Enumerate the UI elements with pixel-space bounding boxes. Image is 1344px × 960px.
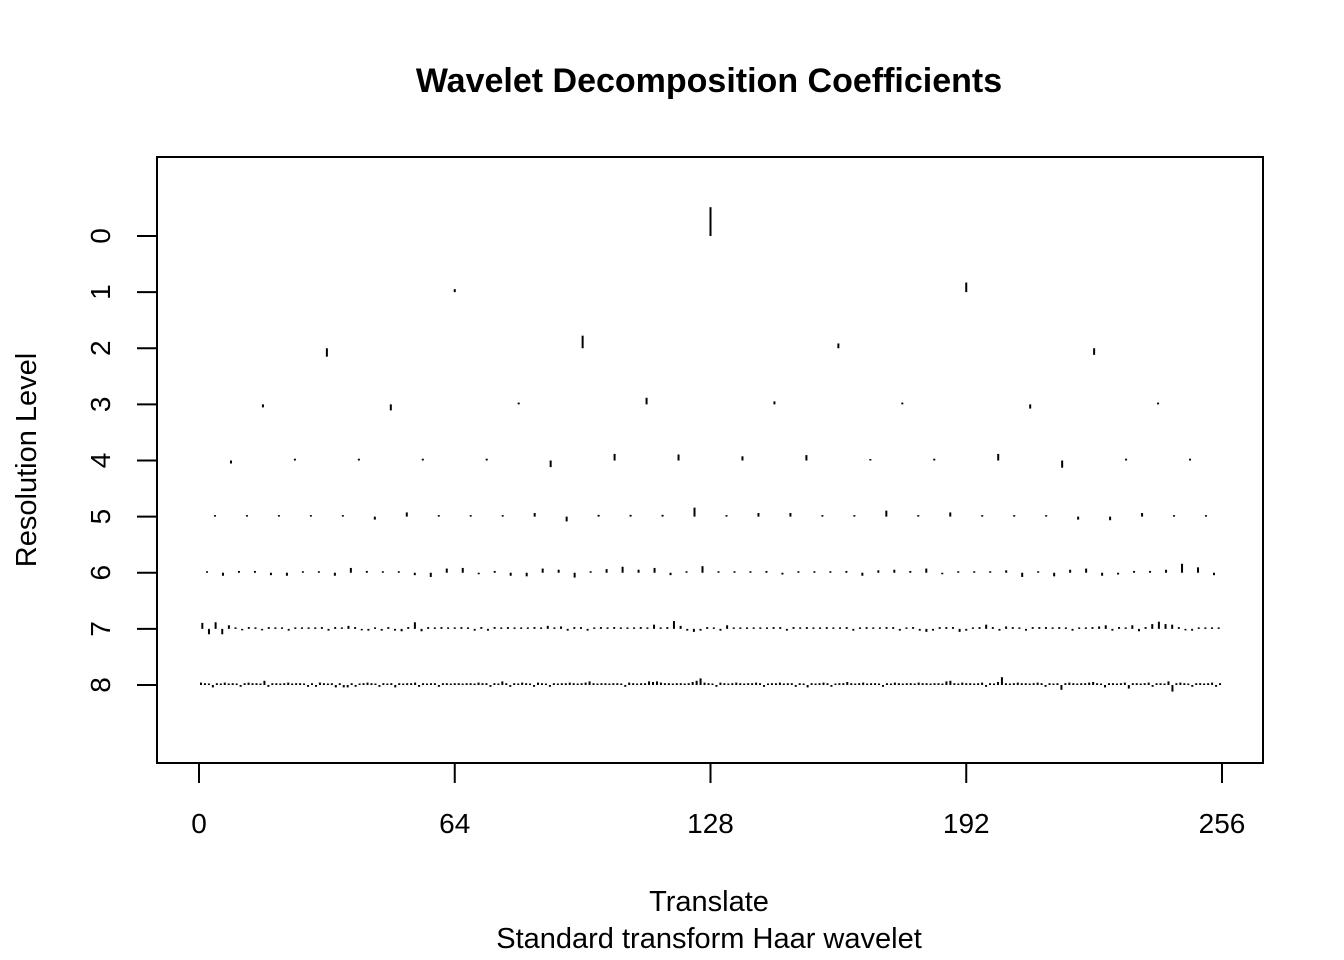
x-axis: 0 64 128 192 256: [191, 762, 1246, 839]
x-tick-label: 0: [191, 808, 207, 839]
x-tick-label: 192: [943, 808, 990, 839]
y-tick-label: 7: [85, 621, 116, 637]
x-tick-label: 64: [439, 808, 470, 839]
x-tick-label: 128: [687, 808, 734, 839]
x-tick-label: 256: [1199, 808, 1246, 839]
chart-title: Wavelet Decomposition Coefficients: [416, 62, 1002, 100]
y-axis: 0 1 2 3 4 5 6 7 8: [85, 228, 158, 693]
y-tick-label: 5: [85, 509, 116, 525]
y-tick-label: 2: [85, 340, 116, 356]
plot-frame: [156, 156, 1264, 764]
y-axis-label: Resolution Level: [11, 353, 43, 567]
y-tick-label: 6: [85, 565, 116, 581]
chart-subtitle: Standard transform Haar wavelet: [496, 923, 922, 955]
y-tick-label: 1: [85, 284, 116, 300]
y-tick-label: 8: [85, 677, 116, 693]
y-tick-label: 4: [85, 453, 116, 469]
coefficient-marks: [199, 207, 1222, 692]
y-tick-label: 0: [85, 228, 116, 244]
y-tick-label: 3: [85, 397, 116, 413]
x-axis-label: Translate: [649, 886, 769, 918]
